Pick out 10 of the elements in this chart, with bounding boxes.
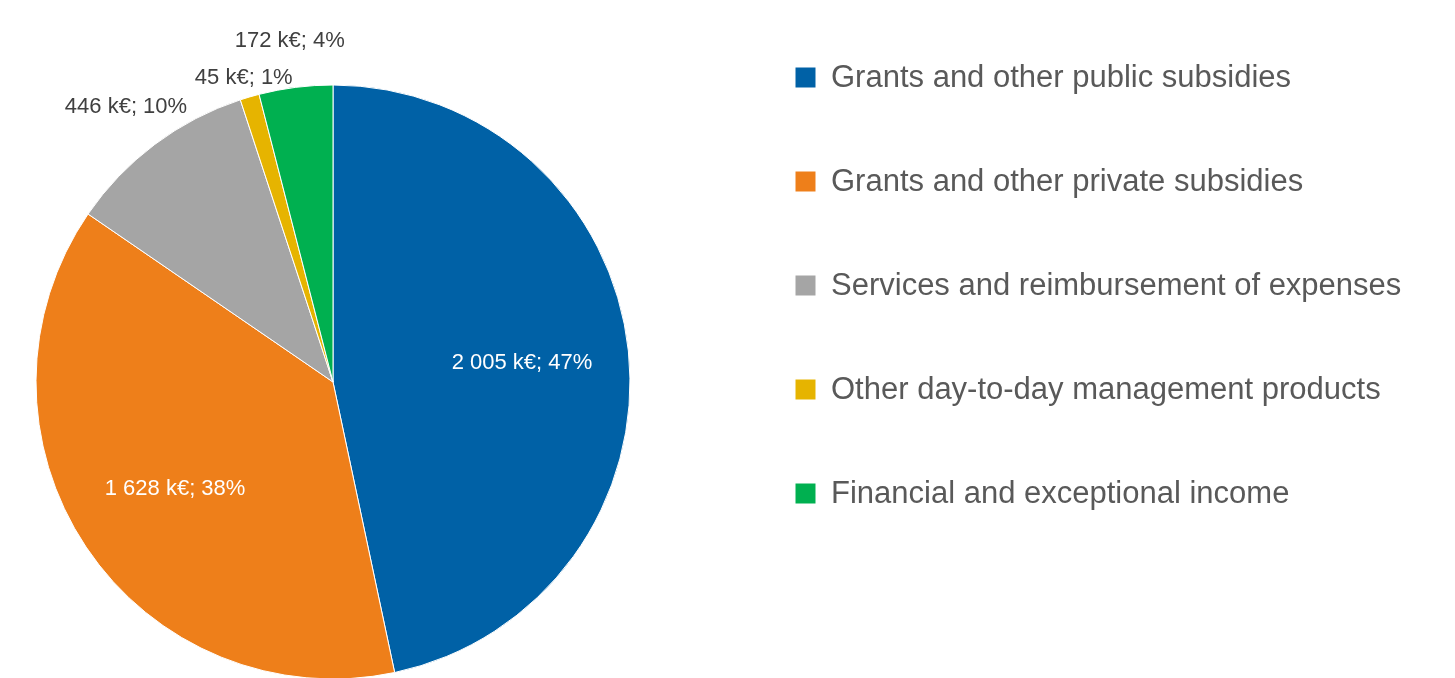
data-label: 1 628 k€; 38% — [104, 474, 246, 500]
legend-label: Grants and other public subsidies — [831, 58, 1292, 94]
legend-label: Financial and exceptional income — [831, 474, 1290, 510]
data-label: 446 k€; 10% — [64, 93, 188, 119]
data-label: 172 k€; 4% — [234, 26, 345, 52]
legend-label: Grants and other private subsidies — [831, 162, 1304, 198]
legend-label: Other day-to-day management products — [831, 370, 1381, 406]
legend-label: Services and reimbursement of expenses — [831, 266, 1402, 302]
data-label: 2 005 k€; 47% — [451, 349, 593, 375]
data-label: 45 k€; 1% — [194, 63, 293, 89]
